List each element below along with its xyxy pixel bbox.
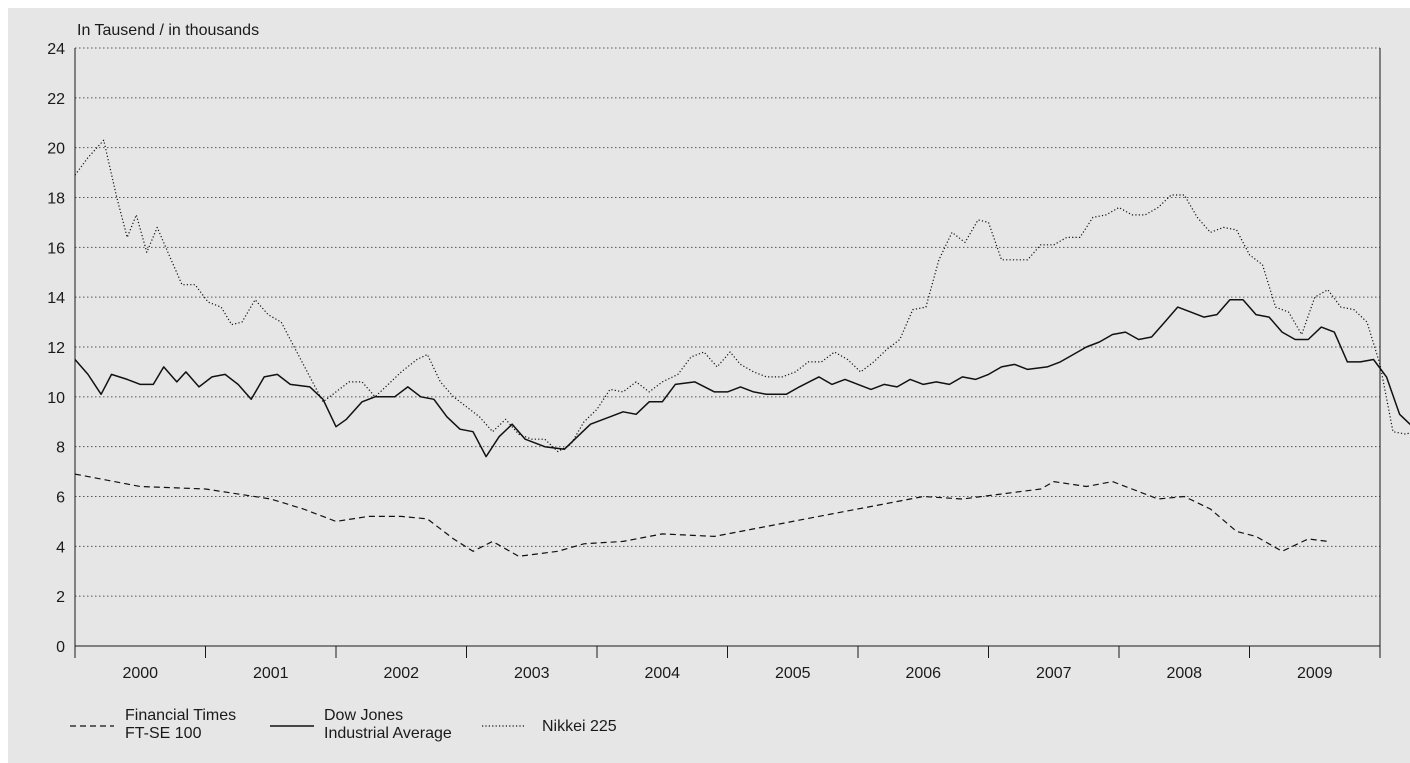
y-tick-label-14: 14: [47, 290, 65, 307]
y-tick-label-6: 6: [56, 490, 65, 507]
legend-label-0: Financial Times: [125, 707, 236, 724]
x-tick-label-2009: 2009: [1297, 665, 1333, 682]
y-tick-label-12: 12: [47, 340, 65, 357]
legend-label-1: Industrial Average: [324, 725, 452, 742]
y-tick-label-8: 8: [56, 440, 65, 457]
x-tick-label-2006: 2006: [905, 665, 941, 682]
unit-label: In Tausend / in thousands: [77, 22, 259, 39]
x-tick-label-2001: 2001: [253, 665, 289, 682]
x-tick-label-2004: 2004: [644, 665, 680, 682]
x-tick-label-2003: 2003: [514, 665, 550, 682]
x-tick-label-2000: 2000: [122, 665, 158, 682]
legend-label-2: Nikkei 225: [542, 718, 617, 735]
line-chart: In Tausend / in thousands 02468101214161…: [8, 8, 1410, 763]
y-tick-label-4: 4: [56, 539, 65, 556]
y-tick-label-22: 22: [47, 91, 65, 108]
series-line-2: [75, 140, 1410, 456]
x-tick-label-2005: 2005: [775, 665, 811, 682]
y-tick-label-20: 20: [47, 141, 65, 158]
y-tick-label-10: 10: [47, 390, 65, 407]
x-tick-label-2008: 2008: [1166, 665, 1202, 682]
y-tick-label-2: 2: [56, 589, 65, 606]
x-tick-label-2007: 2007: [1036, 665, 1072, 682]
series-line-0: [75, 474, 1328, 556]
series-line-1: [75, 300, 1410, 469]
y-tick-label-24: 24: [47, 41, 65, 58]
legend-label-0: FT-SE 100: [125, 725, 202, 742]
y-tick-label-18: 18: [47, 191, 65, 208]
legend-label-1: Dow Jones: [324, 707, 403, 724]
y-tick-label-16: 16: [47, 240, 65, 257]
y-tick-label-0: 0: [56, 639, 65, 656]
chart-panel: In Tausend / in thousands 0 2 4 6 8 10 12 14 16 1…: [8, 8, 1410, 763]
series-lines: [75, 140, 1410, 556]
gridlines: [75, 48, 1380, 596]
x-tick-label-2002: 2002: [383, 665, 419, 682]
